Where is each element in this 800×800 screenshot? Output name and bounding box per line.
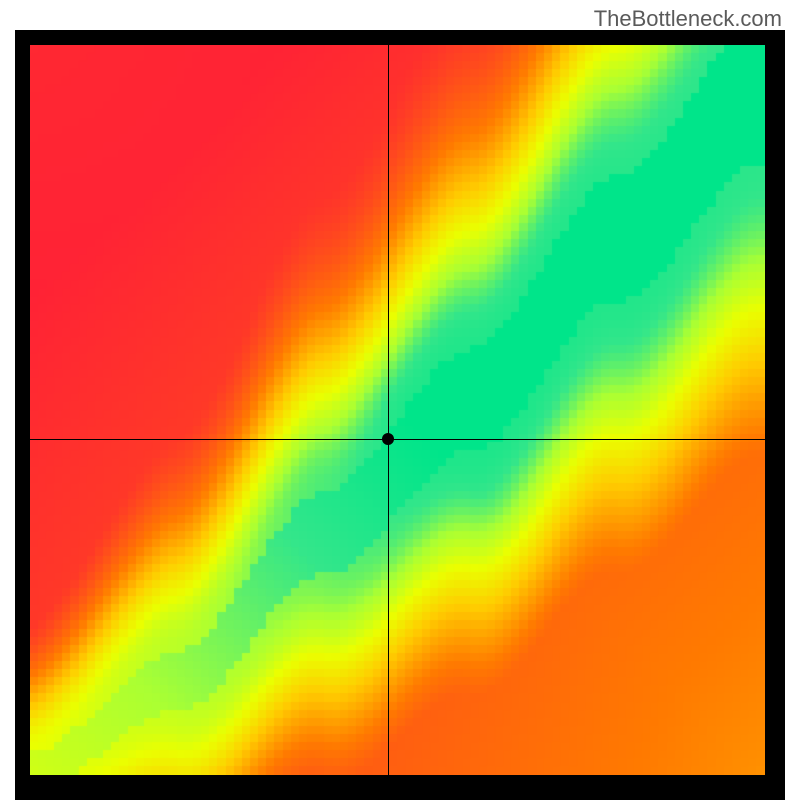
marker-dot	[382, 433, 394, 445]
chart-frame	[15, 30, 785, 800]
heatmap-canvas	[30, 45, 765, 775]
watermark: TheBottleneck.com	[594, 6, 782, 32]
crosshair-vertical	[388, 45, 389, 775]
crosshair-horizontal	[30, 439, 765, 440]
